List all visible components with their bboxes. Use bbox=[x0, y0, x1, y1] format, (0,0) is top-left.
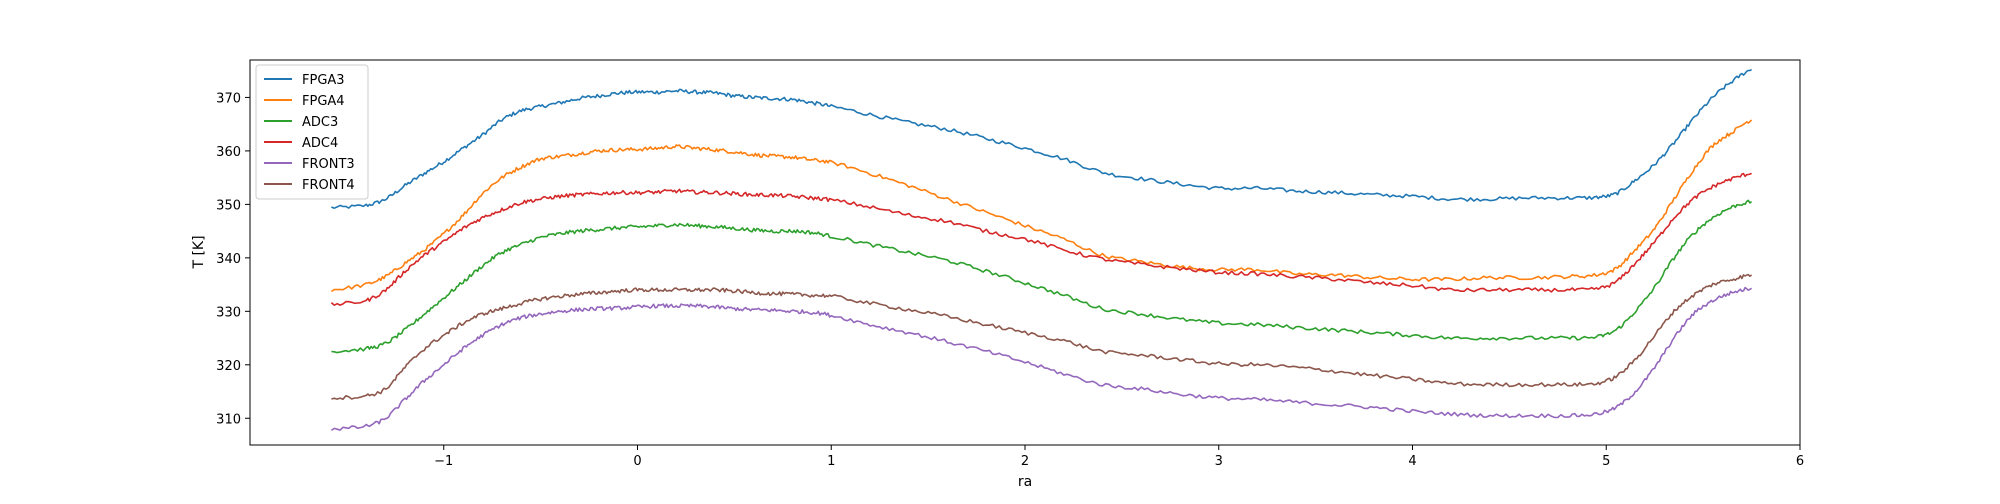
x-axis-label: ra bbox=[1018, 474, 1032, 490]
y-tick-label: 360 bbox=[216, 145, 241, 160]
y-tick-label: 330 bbox=[216, 305, 241, 320]
x-tick-label: 5 bbox=[1602, 454, 1610, 469]
y-axis-label: T [K] bbox=[191, 235, 207, 269]
series-layer bbox=[330, 68, 1753, 432]
legend-label: FRONT4 bbox=[302, 178, 355, 193]
y-tick-label: 310 bbox=[216, 412, 241, 427]
series-line-front3 bbox=[330, 286, 1753, 432]
x-axis: −1 0 1 2 3 4 5 6 bbox=[434, 445, 1804, 469]
series-line-fpga3 bbox=[331, 68, 1752, 209]
plot-frame bbox=[249, 59, 1801, 446]
x-tick-label: 3 bbox=[1215, 454, 1223, 469]
x-tick-label: 4 bbox=[1408, 454, 1416, 469]
legend-label: FPGA4 bbox=[302, 94, 345, 109]
y-tick-label: 350 bbox=[216, 198, 241, 213]
y-tick-label: 370 bbox=[216, 91, 241, 106]
series-line-adc4 bbox=[330, 172, 1752, 306]
series-line-front4 bbox=[331, 273, 1753, 400]
legend-label: FRONT3 bbox=[302, 157, 355, 172]
y-tick-label: 340 bbox=[216, 252, 241, 267]
legend: FPGA3 FPGA4 ADC3 ADC4 FRONT3 FRONT4 bbox=[255, 64, 369, 200]
x-tick-label: 0 bbox=[633, 454, 641, 469]
x-tick-label: 6 bbox=[1796, 454, 1804, 469]
series-line-adc3 bbox=[331, 199, 1753, 354]
legend-label: ADC4 bbox=[302, 136, 338, 151]
legend-box bbox=[255, 64, 369, 200]
x-tick-label: −1 bbox=[434, 454, 453, 469]
legend-label: ADC3 bbox=[302, 115, 338, 130]
x-tick-label: 1 bbox=[827, 454, 835, 469]
series-line-fpga4 bbox=[330, 119, 1753, 293]
y-axis: 310 320 330 340 350 360 370 bbox=[216, 91, 250, 427]
legend-label: FPGA3 bbox=[302, 73, 345, 88]
y-tick-label: 320 bbox=[216, 359, 241, 374]
x-tick-label: 2 bbox=[1021, 454, 1029, 469]
